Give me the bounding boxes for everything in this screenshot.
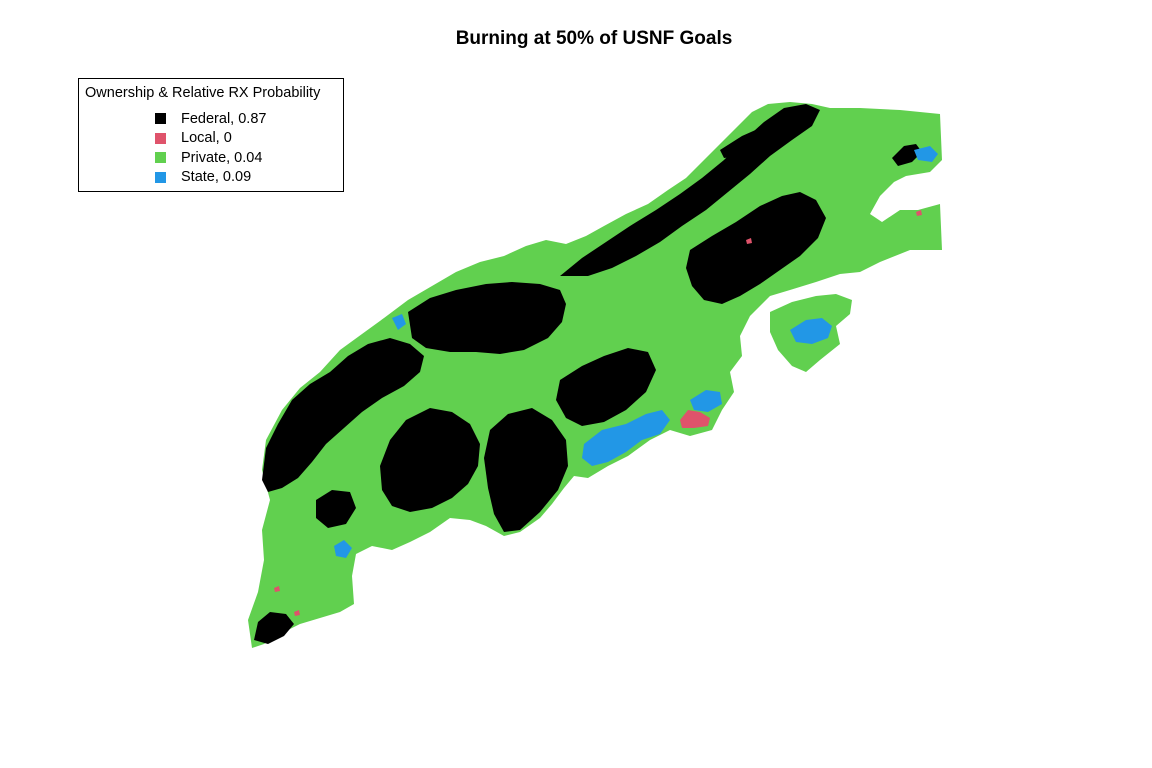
legend-swatch-local (155, 132, 166, 144)
federal-land-south-block (484, 408, 568, 532)
local-land-layer (274, 210, 922, 616)
state-land-east-lobe (790, 318, 832, 344)
federal-land-east-patch (892, 144, 922, 166)
legend-item-state: State, 0.09 (155, 168, 266, 188)
state-land-south-patch (690, 390, 722, 412)
local-land-ne-fleck (746, 238, 752, 244)
legend-swatch-state (155, 171, 166, 183)
legend-title: Ownership & Relative RX Probability (85, 85, 321, 101)
legend-items: Federal, 0.87 Local, 0 Private, 0.04 Sta… (155, 109, 266, 187)
federal-land-central-block (380, 408, 480, 512)
state-land-sw-patch (334, 540, 352, 558)
local-land-east-fleck (916, 210, 922, 216)
legend-item-local: Local, 0 (155, 129, 266, 149)
state-land-layer (334, 146, 938, 558)
federal-land-west-block (262, 338, 424, 492)
local-land-sw-fleck (274, 586, 280, 592)
legend-label-local: Local, 0 (181, 130, 232, 147)
legend-label-federal: Federal, 0.87 (181, 110, 267, 127)
legend-swatch-federal (155, 113, 166, 125)
legend-swatch-private (155, 152, 166, 164)
state-land-ne-patch (914, 146, 938, 162)
legend: Ownership & Relative RX Probability Fede… (78, 78, 344, 192)
federal-land-mid-block (556, 348, 656, 426)
federal-land-sw-tip (254, 612, 294, 644)
federal-land-ne-block (686, 192, 826, 304)
federal-land-lake-block (408, 282, 566, 354)
local-land-south-patch (680, 410, 710, 428)
local-land-fleck (294, 610, 300, 616)
state-land-west-patch (392, 314, 406, 330)
legend-label-state: State, 0.09 (181, 169, 252, 186)
map-title: Burning at 50% of USNF Goals (455, 28, 733, 49)
federal-land-nw-patch (720, 128, 772, 158)
state-land-se-cluster (582, 410, 670, 466)
federal-land-west-patch (316, 490, 356, 528)
legend-label-private: Private, 0.04 (181, 149, 263, 166)
legend-item-federal: Federal, 0.87 (155, 109, 266, 129)
legend-item-private: Private, 0.04 (155, 148, 266, 168)
federal-land-layer (254, 104, 922, 644)
